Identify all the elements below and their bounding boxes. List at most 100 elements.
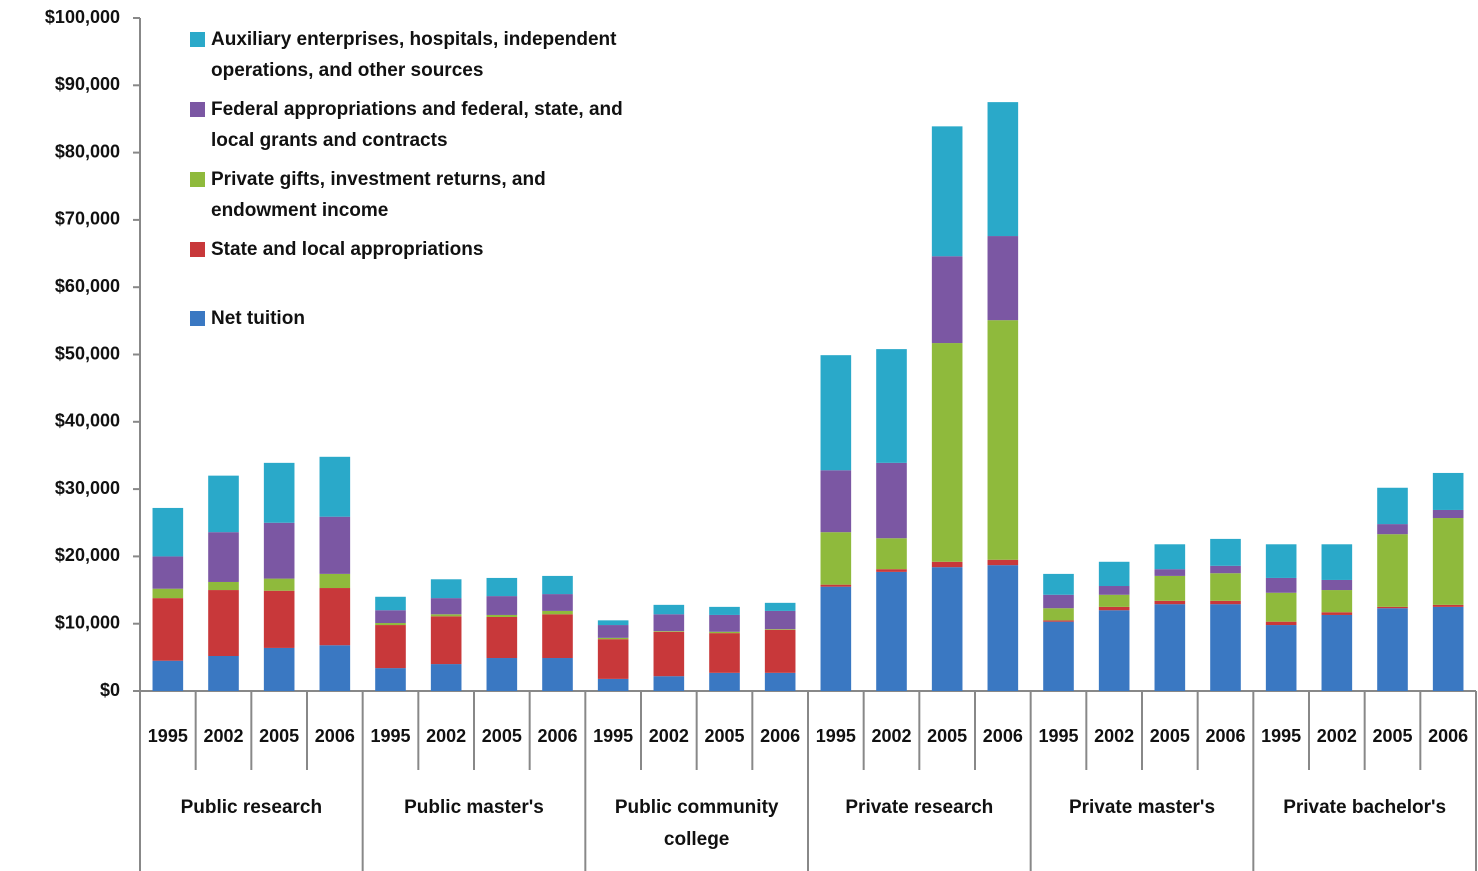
bar-segment [1154, 600, 1186, 605]
x-tick-label: 2002 [426, 726, 466, 746]
y-tick-label: $20,000 [55, 545, 120, 565]
bar-segment [1043, 621, 1074, 691]
bar-segment [931, 567, 963, 691]
group-label: Private research [845, 797, 994, 818]
bar-segment [597, 639, 629, 679]
bar-segment [542, 610, 573, 615]
x-tick-label: 1995 [593, 726, 633, 746]
bar-segment [542, 658, 573, 691]
bar-segment [1098, 586, 1130, 595]
bar-segment [1321, 579, 1353, 591]
bar-segment [486, 658, 518, 691]
bar-segment [486, 614, 518, 617]
y-tick-label: $60,000 [55, 276, 120, 296]
bar-segment [208, 656, 239, 691]
x-tick-label: 2005 [704, 726, 744, 746]
bar-segment [597, 620, 629, 626]
bar-segment [263, 578, 295, 591]
legend-item: Auxiliary enterprises, hospitals, indepe… [190, 24, 710, 86]
bar-segment [208, 532, 239, 582]
bar-segment [152, 556, 184, 589]
x-tick-label: 2006 [983, 726, 1023, 746]
y-tick-label: $0 [100, 680, 120, 700]
x-tick-label: 1995 [148, 726, 188, 746]
bar-segment [375, 625, 406, 669]
y-tick-label: $100,000 [45, 7, 120, 27]
legend-label: Federal appropriations and federal, stat… [211, 99, 623, 151]
bar-segment [876, 571, 907, 691]
bar-segment [1210, 565, 1241, 574]
bar-segment [820, 586, 852, 691]
group-label: Public community college [614, 797, 779, 850]
legend-swatch [190, 172, 205, 187]
bar-segment [876, 538, 907, 570]
bar-segment [1377, 608, 1408, 691]
bar-segment [709, 672, 740, 691]
y-tick-label: $90,000 [55, 74, 120, 94]
bar-segment [820, 584, 852, 587]
legend-swatch [190, 311, 205, 326]
bar-segment [375, 623, 406, 626]
bar-segment [709, 606, 740, 615]
y-tick-label: $80,000 [55, 141, 120, 161]
bar-segment [987, 236, 1019, 321]
bar-segment [1265, 625, 1297, 691]
legend-label: Private gifts, investment returns, and e… [211, 169, 546, 221]
bar-segment [486, 616, 518, 659]
bar-segment [1043, 573, 1074, 595]
y-tick-label: $50,000 [55, 343, 120, 363]
legend-item: Private gifts, investment returns, and e… [190, 164, 630, 226]
bar-segment [1265, 592, 1297, 622]
bar-segment [430, 664, 462, 691]
bar-segment [263, 647, 295, 691]
bar-segment [319, 516, 351, 574]
bar-segment [653, 631, 685, 632]
group-label: Public master's [404, 797, 544, 818]
bar-segment [263, 590, 295, 648]
bar-segment [987, 559, 1019, 566]
bar-segment [1265, 577, 1297, 593]
x-tick-label: 2006 [1205, 726, 1245, 746]
group-label: Private bachelor's [1283, 797, 1447, 818]
bar-segment [987, 102, 1019, 237]
bar-segment [876, 569, 907, 572]
bar-segment [263, 462, 295, 523]
bar-segment [1043, 594, 1074, 609]
bar-segment [597, 637, 629, 640]
group-label: Public research [180, 797, 323, 818]
bar-segment [597, 678, 629, 691]
x-tick-label: 2002 [1094, 726, 1134, 746]
bar-segment [1432, 604, 1464, 607]
bar-segment [1098, 606, 1130, 611]
x-tick-label: 2006 [1428, 726, 1468, 746]
bar-segment [152, 660, 184, 691]
bar-segment [931, 126, 963, 257]
bar-segment [876, 462, 907, 539]
bar-segment [931, 256, 963, 344]
bar-segment [597, 625, 629, 638]
bar-segment [208, 475, 239, 533]
bar-segment [1432, 606, 1464, 691]
bar-segment [486, 596, 518, 615]
bar-segment [1432, 518, 1464, 605]
bar-segment [764, 672, 796, 691]
bar-segment [1210, 604, 1241, 691]
group-label: Private master's [1068, 797, 1216, 818]
bar-segment [709, 633, 740, 673]
bar-segment [1154, 569, 1186, 576]
x-tick-label: 2005 [927, 726, 967, 746]
legend-swatch [190, 242, 205, 257]
bar-segment [1321, 614, 1353, 691]
legend-label: Auxiliary enterprises, hospitals, indepe… [211, 29, 617, 81]
bar-segment [987, 565, 1019, 691]
bar-segment [709, 631, 740, 634]
bar-segment [1377, 524, 1408, 535]
bar-segment [319, 456, 351, 517]
y-tick-label: $30,000 [55, 478, 120, 498]
bar-segment [263, 522, 295, 579]
bar-segment [542, 575, 573, 595]
bar-segment [653, 604, 685, 615]
x-tick-label: 2002 [203, 726, 243, 746]
bar-segment [987, 320, 1019, 560]
